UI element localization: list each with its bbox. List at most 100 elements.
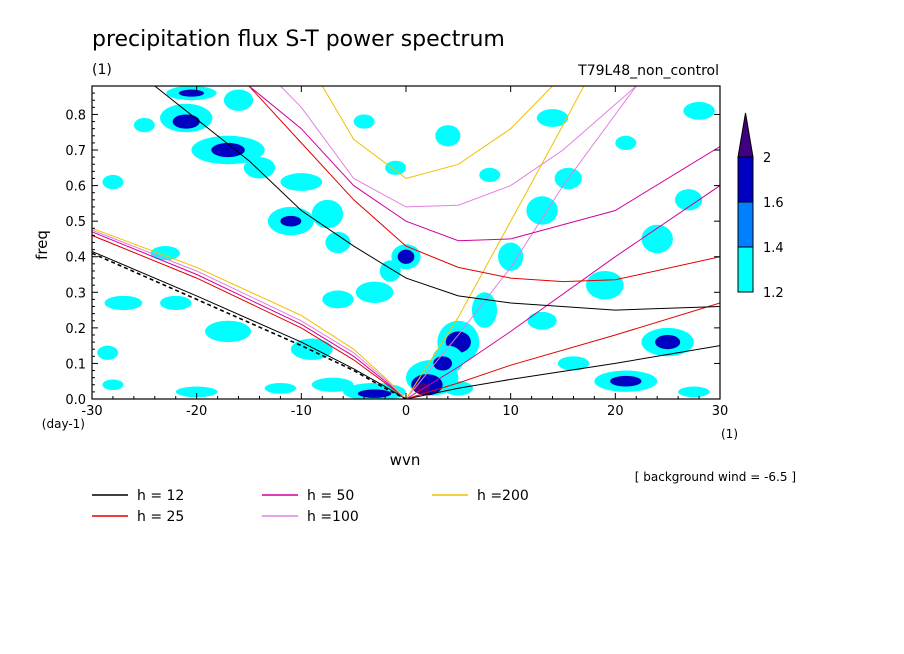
curve-rossby-dashed-h0 (92, 252, 407, 399)
legend-label: h =100 (307, 509, 359, 525)
colorbar-top-arrow (737, 112, 754, 158)
power-region-46 (683, 102, 715, 120)
power-region-42 (435, 125, 461, 147)
colorbar: 1.2 1.4 1.6 2 (737, 112, 784, 301)
power-region-58 (527, 311, 557, 330)
y-tick-label: 0.4 (65, 251, 86, 266)
curve-rossby-h100 (92, 229, 407, 399)
legend: h = 12 h = 25 h = 50 h =100 h =200 (92, 488, 529, 525)
power-region-51 (678, 386, 710, 398)
power-region-6 (211, 142, 245, 158)
power-region-54 (102, 174, 124, 190)
power-region-45 (674, 189, 703, 211)
curve-inertia-gravity-h50 (248, 86, 720, 242)
x-axis-label: wvn (390, 451, 421, 469)
colorbar-segment (737, 246, 754, 293)
power-contours (97, 86, 715, 399)
power-region-37 (471, 292, 498, 328)
power-region-22 (97, 345, 119, 360)
colorbar-segment (737, 156, 754, 203)
power-region-2 (223, 89, 254, 111)
chart-title: precipitation flux S-T power spectrum (92, 27, 505, 52)
power-region-35 (433, 356, 453, 371)
power-region-10 (280, 215, 302, 227)
x-tick-label: -30 (81, 404, 102, 419)
dispersion-curves (92, 86, 720, 399)
y-tick-label: 0.8 (65, 108, 86, 123)
power-region-26 (175, 386, 218, 398)
y-tick-label: 0.6 (65, 180, 86, 195)
power-region-57 (615, 135, 637, 151)
power-region-18 (104, 295, 143, 311)
curve-rossby-h25 (92, 234, 407, 399)
x-tick-label: -10 (291, 404, 312, 419)
power-region-53 (150, 246, 180, 261)
curve-kelvin-h200 (405, 86, 585, 399)
x-tick-label: 30 (712, 404, 729, 419)
y-tick-label: 0.5 (65, 215, 86, 230)
x-tick-label: -20 (186, 404, 207, 419)
legend-label: h = 25 (137, 509, 184, 525)
curve-kelvin-h100 (405, 86, 637, 399)
power-region-11 (311, 199, 344, 229)
power-region-41 (536, 109, 569, 127)
power-region-25 (311, 377, 354, 392)
power-region-12 (325, 231, 351, 254)
power-region-60 (353, 114, 375, 129)
legend-label: h = 50 (307, 488, 354, 504)
power-region-14 (397, 249, 415, 264)
x-tick-label: 10 (502, 404, 519, 419)
curve-inertia-gravity-h100 (280, 86, 637, 208)
power-region-7 (243, 157, 276, 179)
y-unit-label: (day-1) (42, 417, 85, 431)
power-region-27 (264, 382, 297, 394)
chart-subtitle-right: T79L48_non_control (577, 63, 719, 79)
y-tick-label: 0.0 (65, 393, 86, 408)
curve-kelvin-h50 (405, 185, 720, 399)
curve-rossby-h12 (92, 250, 407, 399)
curve-rossby-h50 (92, 231, 407, 399)
x-tick-label: 0 (402, 404, 410, 419)
curve-kelvin-h25 (405, 302, 720, 399)
y-tick-label: 0.3 (65, 286, 86, 301)
power-region-56 (479, 167, 501, 183)
power-region-43 (586, 270, 624, 300)
plot-frame (91, 85, 721, 400)
y-tick-label: 0.7 (65, 144, 86, 159)
power-region-59 (385, 160, 406, 175)
y-axis-label: freq (33, 230, 51, 260)
curve-inertia-gravity-h12 (154, 86, 720, 311)
power-region-19 (160, 295, 192, 311)
power-region-20 (205, 320, 252, 343)
power-region-55 (133, 118, 155, 133)
curve-rossby-h200 (92, 227, 407, 399)
chart-subtitle-left: (1) (92, 62, 112, 78)
power-region-38 (498, 242, 524, 271)
y-tick-label: 0.1 (65, 357, 86, 372)
colorbar-label: 1.4 (763, 241, 784, 256)
power-region-44 (641, 224, 673, 254)
curve-inertia-gravity-h200 (321, 86, 553, 180)
power-region-50 (610, 375, 642, 387)
colorbar-label: 2 (763, 151, 771, 166)
power-region-39 (526, 196, 558, 225)
axes: -30 -20 -10 0 10 20 30 0.0 0.1 0.2 0.3 0.4 0.5 0.6 0.7… (65, 86, 728, 419)
power-region-21 (290, 338, 333, 360)
x-tick-label: 20 (607, 404, 624, 419)
power-region-28 (102, 379, 124, 391)
power-region-24 (357, 389, 392, 398)
power-region-17 (322, 290, 354, 309)
colorbar-segment (737, 201, 754, 248)
curve-inertia-gravity-h25 (248, 86, 720, 283)
y-tick-label: 0.2 (65, 322, 86, 337)
power-region-16 (355, 281, 394, 303)
colorbar-label: 1.2 (763, 286, 784, 301)
curve-kelvin-h12 (405, 345, 720, 399)
power-region-8 (280, 173, 323, 191)
power-region-1 (178, 89, 204, 97)
x-unit-label: (1) (721, 427, 738, 441)
power-region-48 (655, 334, 681, 350)
power-region-4 (172, 114, 200, 129)
power-region-52 (557, 356, 590, 371)
